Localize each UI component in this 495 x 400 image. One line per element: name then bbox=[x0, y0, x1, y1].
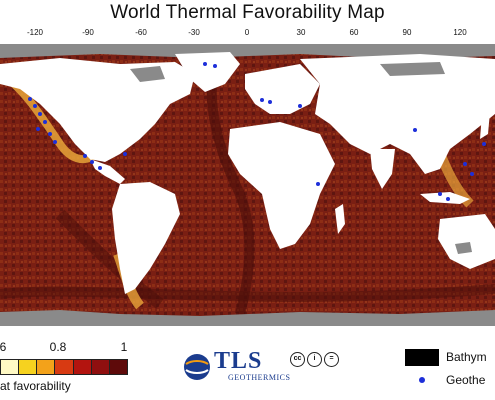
longitude-tick-label: -90 bbox=[82, 28, 94, 37]
central-america-land bbox=[90, 159, 125, 184]
scale-label: 6 bbox=[0, 340, 7, 354]
gray-patch-australia bbox=[455, 242, 472, 254]
geothermal-site bbox=[446, 197, 450, 201]
geothermal-label: Geothe bbox=[446, 373, 486, 387]
geothermal-site bbox=[48, 132, 52, 136]
north-america-land bbox=[0, 58, 195, 162]
colorbar-swatch bbox=[0, 360, 19, 374]
geothermal-site bbox=[38, 112, 42, 116]
africa-land bbox=[228, 122, 335, 249]
geothermal-site bbox=[470, 172, 474, 176]
favorability-scale-labels: 6 0.8 1 bbox=[0, 340, 140, 354]
geothermal-site bbox=[260, 98, 264, 102]
bathymetry-swatch bbox=[405, 349, 439, 366]
colorbar-swatch bbox=[72, 360, 91, 374]
world-map bbox=[0, 44, 495, 326]
cc-icon: cc bbox=[290, 352, 305, 367]
madagascar-land bbox=[335, 204, 345, 234]
geothermal-site-marker bbox=[419, 377, 425, 383]
longitude-tick-label: -60 bbox=[135, 28, 147, 37]
longitude-tick-label: 0 bbox=[244, 28, 250, 37]
geothermal-site bbox=[213, 64, 217, 68]
asia-land bbox=[300, 54, 495, 174]
geothermal-sites bbox=[28, 62, 486, 201]
antarctica-ice bbox=[0, 310, 495, 326]
longitude-tick-label: -120 bbox=[26, 28, 44, 37]
geothermal-site bbox=[316, 182, 320, 186]
tls-logo: TLS GEOTHERMICS cc i = bbox=[182, 348, 350, 388]
longitude-tick-labels: -120 -90 -60 -30 0 30 60 90 120 bbox=[0, 28, 495, 40]
geothermal-site bbox=[90, 160, 94, 164]
europe-land bbox=[245, 64, 320, 114]
mid-atlantic-ridge bbox=[206, 62, 255, 316]
longitude-tick-label: 60 bbox=[349, 28, 359, 37]
colorbar-swatch bbox=[36, 360, 55, 374]
australia-land bbox=[438, 214, 495, 269]
geothermal-site bbox=[33, 104, 37, 108]
gray-patch-hudson bbox=[130, 66, 165, 82]
geothermal-site bbox=[268, 100, 272, 104]
geothermal-site bbox=[123, 152, 127, 156]
attribution-icon: i bbox=[307, 352, 322, 367]
india-land bbox=[370, 149, 395, 189]
favorability-colorbar bbox=[0, 359, 128, 375]
colorbar-swatch bbox=[108, 360, 127, 374]
greenland-land bbox=[175, 52, 240, 92]
globe-icon bbox=[184, 354, 210, 380]
geothermal-site bbox=[203, 62, 207, 66]
indonesia-land bbox=[420, 192, 470, 204]
colorbar-swatch bbox=[54, 360, 73, 374]
longitude-tick-label: 30 bbox=[296, 28, 306, 37]
bathymetry-label: Bathym bbox=[446, 350, 487, 364]
logo-subtext: GEOTHERMICS bbox=[228, 373, 291, 382]
geothermal-site bbox=[98, 166, 102, 170]
geothermal-site bbox=[413, 128, 417, 132]
south-america-land bbox=[112, 182, 180, 294]
no-derivatives-icon: = bbox=[324, 352, 339, 367]
geothermal-site bbox=[43, 120, 47, 124]
southern-ridge bbox=[0, 284, 495, 303]
map-title: World Thermal Favorability Map bbox=[110, 2, 385, 23]
map-legend: Bathym Geothe bbox=[405, 347, 495, 397]
longitude-tick-label: -30 bbox=[188, 28, 200, 37]
geothermal-site bbox=[482, 142, 486, 146]
longitude-tick-label: 120 bbox=[453, 28, 467, 37]
colorbar-swatch bbox=[90, 360, 109, 374]
geothermal-site bbox=[53, 140, 57, 144]
geothermal-site bbox=[463, 162, 467, 166]
geothermal-site bbox=[83, 154, 87, 158]
scale-label: 1 bbox=[120, 340, 128, 354]
longitude-tick-label: 90 bbox=[402, 28, 412, 37]
colorbar-swatch bbox=[18, 360, 37, 374]
logo-text: TLS bbox=[214, 348, 263, 374]
arctic-ice bbox=[0, 44, 495, 59]
gray-patch-siberia bbox=[380, 62, 445, 76]
scale-label: 0.8 bbox=[49, 340, 67, 354]
geothermal-site bbox=[36, 127, 40, 131]
japan-land bbox=[480, 112, 490, 139]
geothermal-site bbox=[438, 192, 442, 196]
cc-license-badge[interactable]: cc i = bbox=[290, 352, 344, 382]
geothermal-site bbox=[298, 104, 302, 108]
geothermal-site bbox=[28, 97, 32, 101]
favorability-caption: at favorability bbox=[0, 379, 71, 393]
